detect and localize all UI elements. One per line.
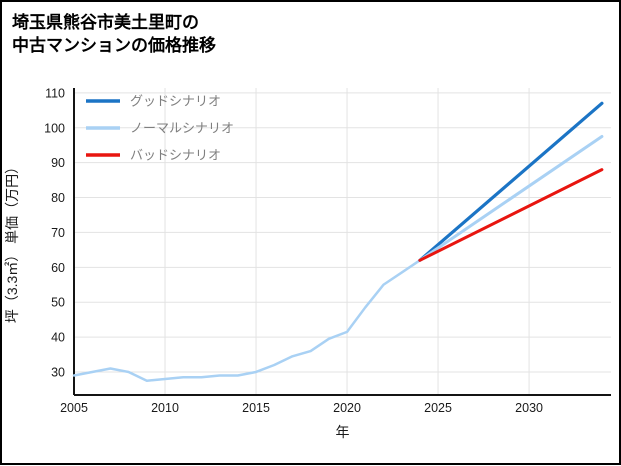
y-tick-label: 100 bbox=[44, 121, 65, 135]
series-line-bad bbox=[418, 168, 604, 262]
chart-canvas: 30 40 50 60 70 80 90 100 110 2005 2010 2015 2020 2025… bbox=[4, 86, 611, 440]
x-tick-label: 2025 bbox=[424, 401, 452, 415]
y-axis-title: 坪（3.3㎡） 単価（万円） bbox=[4, 160, 20, 323]
y-tick-label: 110 bbox=[45, 86, 65, 100]
y-tick-label: 60 bbox=[51, 261, 65, 275]
y-tick-label: 80 bbox=[51, 191, 65, 205]
chart-title-line-1: 埼玉県熊谷市美土里町の bbox=[12, 13, 199, 32]
x-tick-label: 2010 bbox=[151, 401, 179, 415]
series-line-history bbox=[72, 259, 422, 382]
x-tick-label: 2015 bbox=[242, 401, 270, 415]
legend-label-normal: ノーマルシナリオ bbox=[130, 121, 234, 136]
price-trend-line-chart: 30 40 50 60 70 80 90 100 110 2005 2010 2015 2020 2025… bbox=[2, 58, 619, 461]
x-tick-label: 2030 bbox=[515, 401, 543, 415]
x-axis-title: 年 bbox=[336, 424, 350, 440]
y-tick-label: 40 bbox=[51, 331, 65, 345]
series-line-good bbox=[418, 101, 604, 262]
legend-label-good: グッドシナリオ bbox=[130, 94, 221, 109]
chart-title: 埼玉県熊谷市美土里町の 中古マンションの価格推移 bbox=[2, 2, 619, 58]
chart-title-line-2: 中古マンションの価格推移 bbox=[12, 35, 216, 55]
x-tick-label: 2020 bbox=[333, 401, 361, 415]
x-tick-label: 2005 bbox=[60, 401, 88, 415]
y-tick-label: 50 bbox=[51, 296, 65, 310]
series-line-normal bbox=[418, 134, 604, 262]
y-tick-label: 30 bbox=[51, 365, 65, 379]
y-tick-label: 90 bbox=[51, 156, 65, 170]
legend-label-bad: バッドシナリオ bbox=[130, 148, 221, 163]
y-tick-label: 70 bbox=[51, 226, 65, 240]
